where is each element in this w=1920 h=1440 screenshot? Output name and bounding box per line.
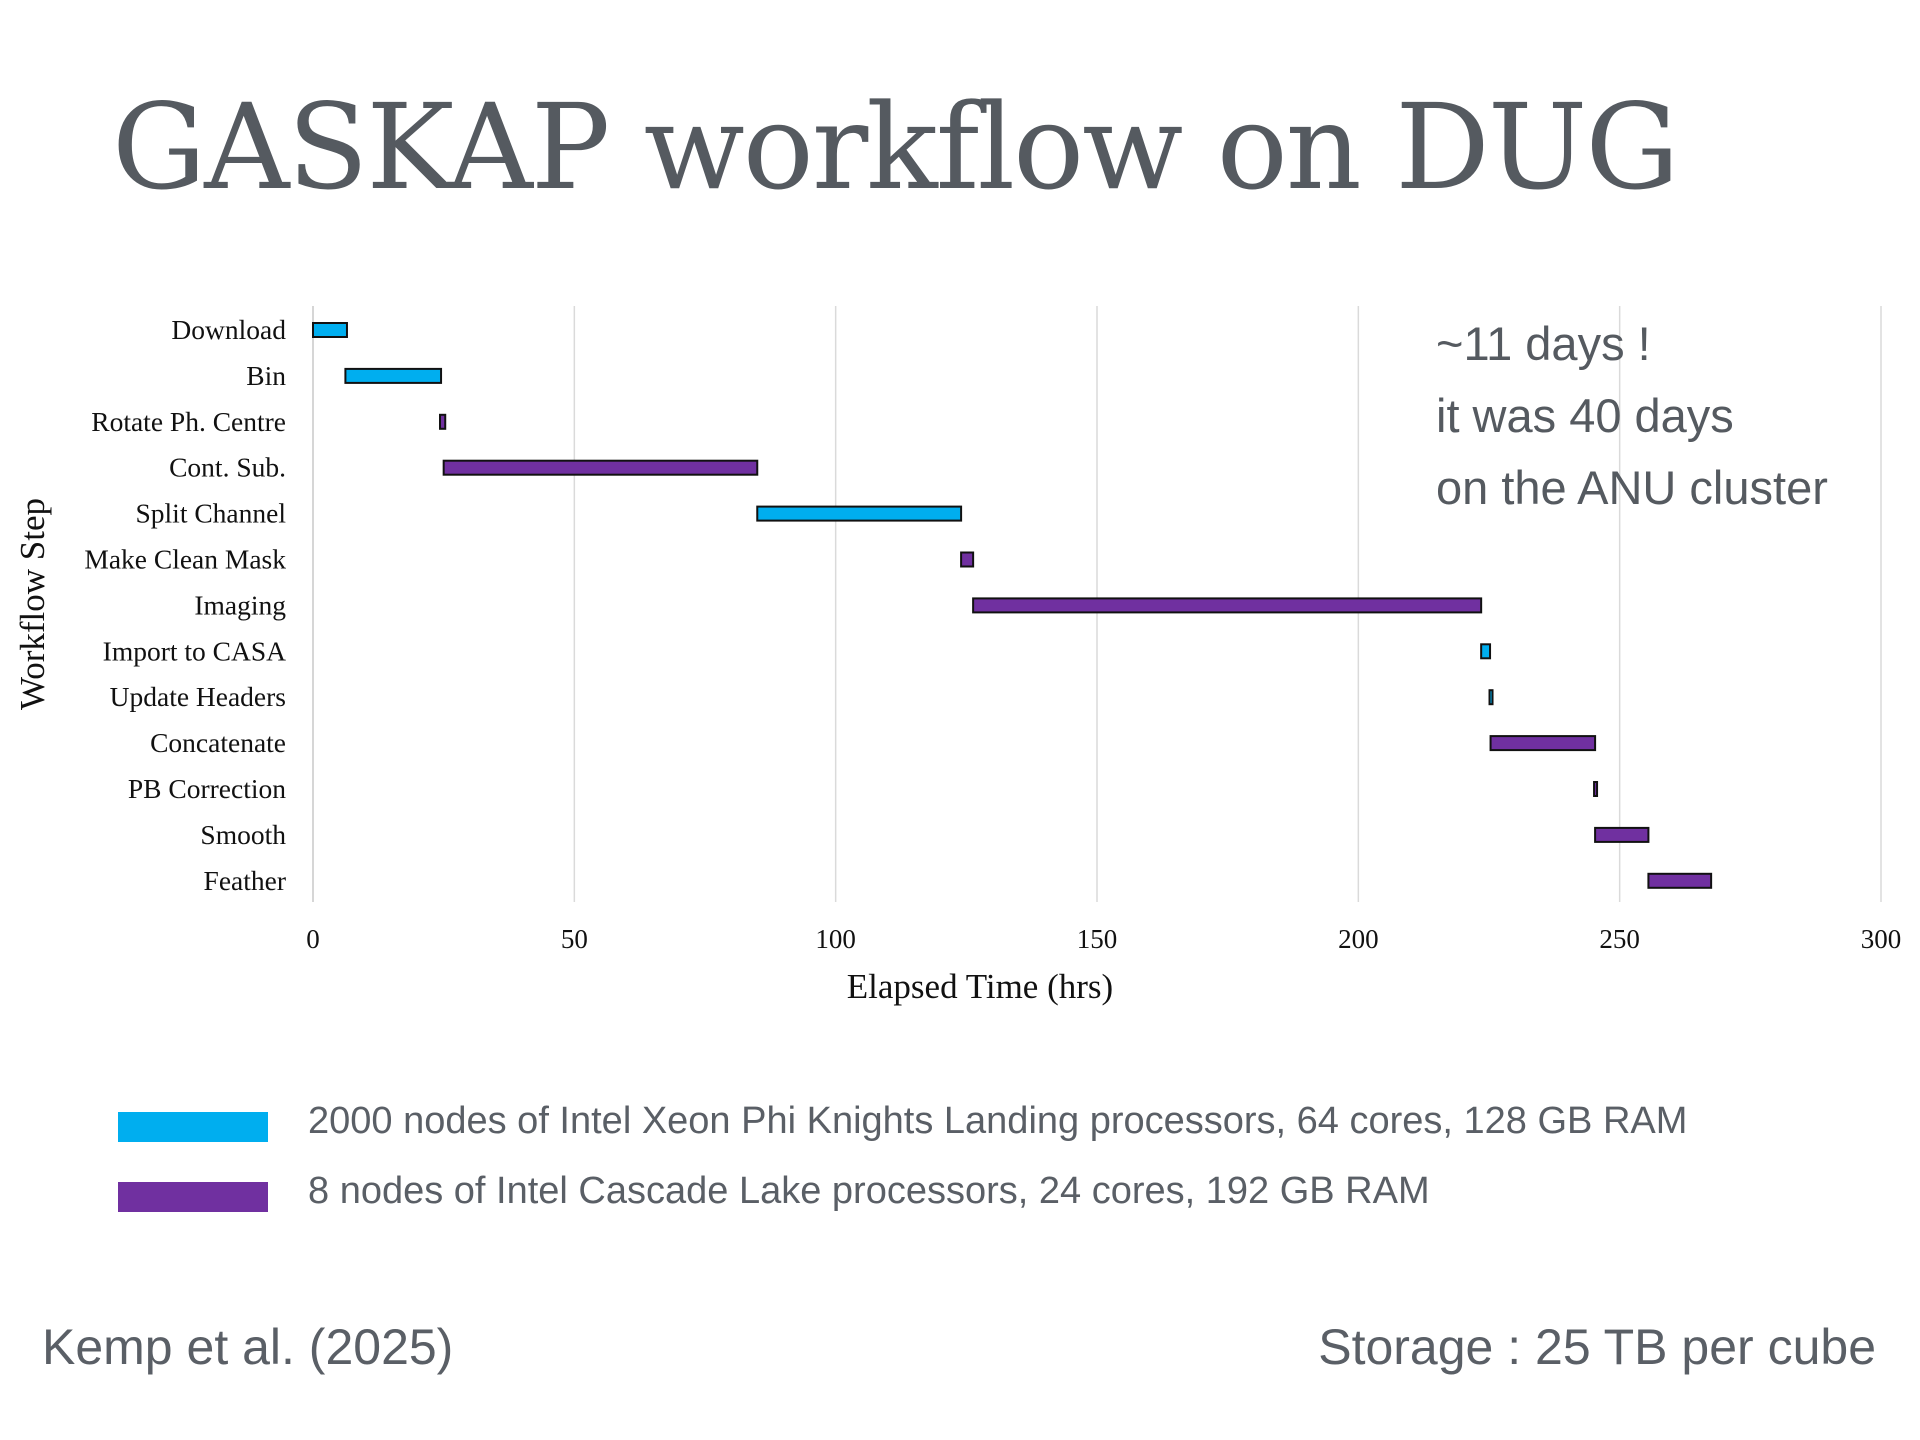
x-tick-label: 0	[306, 924, 320, 954]
x-tick-labels: 0 50 100 150 200 250 300	[306, 924, 1901, 954]
task-bar	[312, 322, 348, 338]
legend-label-cascade: 8 nodes of Intel Cascade Lake processors…	[308, 1170, 1430, 1212]
x-tick-label: 150	[1077, 924, 1118, 954]
task-labels: Download Bin Rotate Ph. Centre Cont. Sub. Sp…	[84, 314, 286, 896]
task-bar	[972, 597, 1483, 614]
task-label: PB Correction	[128, 773, 286, 804]
task-bar	[756, 505, 963, 522]
task-label: Imaging	[194, 589, 286, 620]
task-label: Rotate Ph. Centre	[91, 406, 286, 437]
task-label: Make Clean Mask	[84, 544, 286, 575]
task-label: Import to CASA	[103, 635, 286, 666]
task-bars	[312, 322, 1713, 889]
x-axis-label: Elapsed Time (hrs)	[847, 967, 1113, 1006]
task-bar	[1594, 826, 1650, 843]
x-tick-label: 300	[1861, 924, 1902, 954]
task-bar	[1480, 643, 1492, 660]
task-label: Concatenate	[150, 727, 286, 758]
citation: Kemp et al. (2025)	[42, 1319, 454, 1375]
task-label: Smooth	[200, 819, 286, 850]
task-bar	[1647, 872, 1713, 889]
x-tick-label: 250	[1599, 924, 1640, 954]
task-bar	[1593, 781, 1599, 797]
task-bar	[439, 413, 447, 430]
slide-title: GASKAP workflow on DUG	[112, 78, 1680, 216]
task-label: Bin	[246, 360, 286, 391]
task-label: Update Headers	[110, 681, 286, 712]
storage-note: Storage : 25 TB per cube	[1318, 1319, 1876, 1375]
x-tick-label: 50	[561, 924, 588, 954]
task-bar	[442, 459, 759, 476]
task-bar	[1489, 735, 1597, 752]
callout-line: ~11 days !	[1436, 317, 1651, 370]
task-label: Feather	[204, 865, 286, 896]
gantt-chart: 0 50 100 150 200 250 300 Download Bin Rotate Ph.…	[13, 306, 1901, 1006]
task-label: Split Channel	[136, 498, 287, 529]
chart-gridlines	[312, 306, 1882, 902]
callout-line: on the ANU cluster	[1436, 461, 1828, 514]
task-bar	[344, 367, 443, 384]
task-label: Cont. Sub.	[169, 452, 286, 483]
task-bar	[1488, 689, 1494, 706]
callout-line: it was 40 days	[1436, 389, 1734, 442]
legend-label-knl: 2000 nodes of Intel Xeon Phi Knights Lan…	[308, 1100, 1688, 1142]
callout-note: ~11 days ! it was 40 days on the ANU clu…	[1436, 308, 1828, 524]
legend-swatch-cascade	[118, 1182, 268, 1212]
task-bar	[960, 551, 975, 568]
task-label: Download	[171, 314, 286, 345]
legend-swatch-knl	[118, 1112, 268, 1142]
x-tick-label: 100	[815, 924, 856, 954]
y-axis-label: Workflow Step	[13, 498, 52, 710]
x-tick-label: 200	[1338, 924, 1379, 954]
